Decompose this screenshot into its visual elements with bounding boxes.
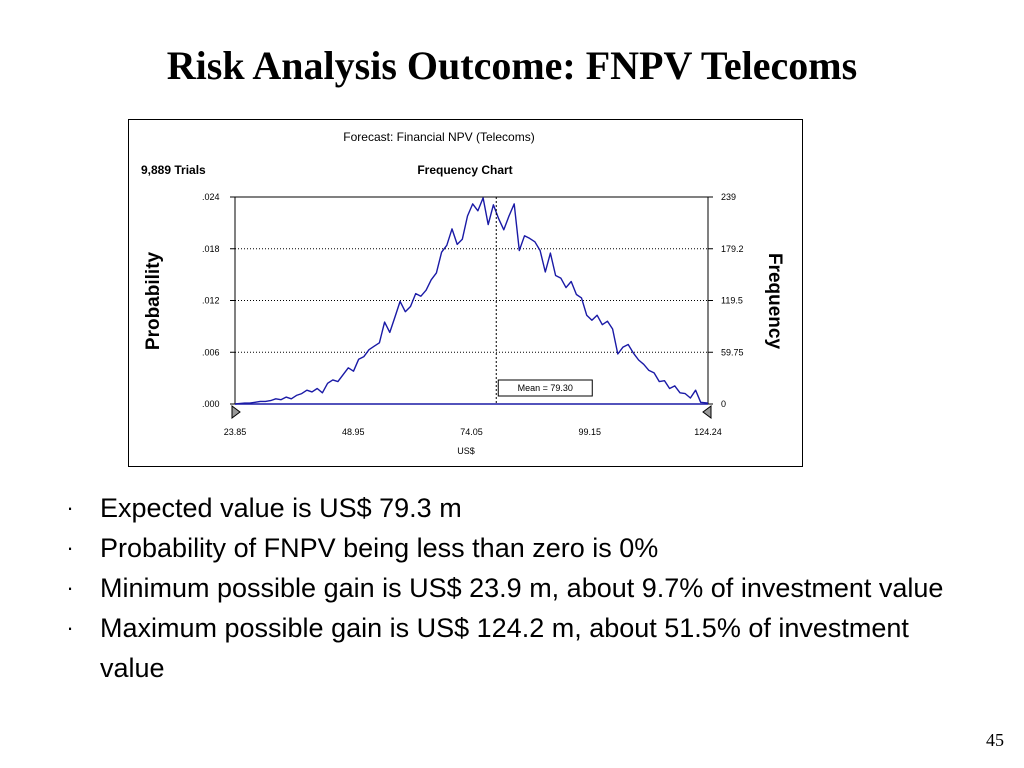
x-axis-label: US$ [457, 446, 475, 456]
bullet-item: · Maximum possible gain is US$ 124.2 m, a… [60, 608, 980, 688]
x-tick-label: 48.95 [342, 427, 365, 437]
bullet-text: Minimum possible gain is US$ 23.9 m, abo… [100, 573, 944, 603]
max-range-marker[interactable] [702, 405, 712, 419]
bullet-text: Probability of FNPV being less than zero… [100, 533, 659, 563]
right-tick-label: 59.75 [721, 347, 744, 357]
series-line [234, 197, 709, 405]
page-number: 45 [986, 730, 1004, 750]
slide-title: Risk Analysis Outcome: FNPV Telecoms [166, 43, 858, 88]
right-tick-label: 0 [721, 399, 726, 409]
min-range-marker[interactable] [231, 405, 241, 419]
right-tick-label: 119.5 [721, 296, 743, 306]
chart-frame: Forecast: Financial NPV (Telecoms) 9,889… [128, 119, 803, 467]
y-axis-label-right: Frequency [764, 253, 785, 350]
right-tick-label: 239 [721, 192, 736, 202]
frequency-chart: Forecast: Financial NPV (Telecoms) 9,889… [141, 130, 785, 456]
bullet-text: Maximum possible gain is US$ 124.2 m, ab… [100, 613, 909, 683]
bullet-dot: · [66, 575, 74, 600]
right-tick-label: 179.2 [721, 244, 744, 254]
left-tick-label: .012 [202, 296, 220, 306]
bullet-item: · Probability of FNPV being less than zer… [60, 528, 980, 568]
bullet-dot: · [66, 495, 74, 520]
chart-title: Forecast: Financial NPV (Telecoms) [343, 130, 534, 144]
bullet-item: · Expected value is US$ 79.3 m [60, 488, 980, 528]
left-tick-label: .024 [202, 192, 220, 202]
y-axis-label-left: Probability [143, 251, 164, 350]
tick-labels: .000 0 .006 59.75 .012 119.5 .018 179.2 .024 239 2… [202, 192, 744, 437]
left-tick-label: .018 [202, 244, 220, 254]
grid-lines [235, 248, 708, 353]
x-tick-label: 74.05 [460, 427, 483, 437]
x-tick-label: 99.15 [578, 427, 601, 437]
bullet-text: Expected value is US$ 79.3 m [100, 493, 462, 523]
left-tick-label: .000 [202, 399, 220, 409]
x-tick-label: 23.85 [224, 427, 247, 437]
left-tick-label: .006 [202, 347, 220, 357]
bullet-list: · Expected value is US$ 79.3 m · Probabilit… [60, 488, 980, 688]
bullet-item: · Minimum possible gain is US$ 23.9 m, ab… [60, 568, 980, 608]
bullet-dot: · [66, 535, 74, 560]
chart-subtitle: Frequency Chart [417, 163, 512, 177]
mean-label-box [497, 379, 593, 397]
mean-group: Mean = 79.30 [495, 197, 593, 404]
bullet-dot: · [66, 615, 74, 640]
mean-label: Mean = 79.30 [518, 383, 573, 393]
x-tick-label: 124.24 [694, 427, 722, 437]
series-layer [234, 197, 709, 405]
trials-count: 9,889 Trials [141, 163, 206, 177]
